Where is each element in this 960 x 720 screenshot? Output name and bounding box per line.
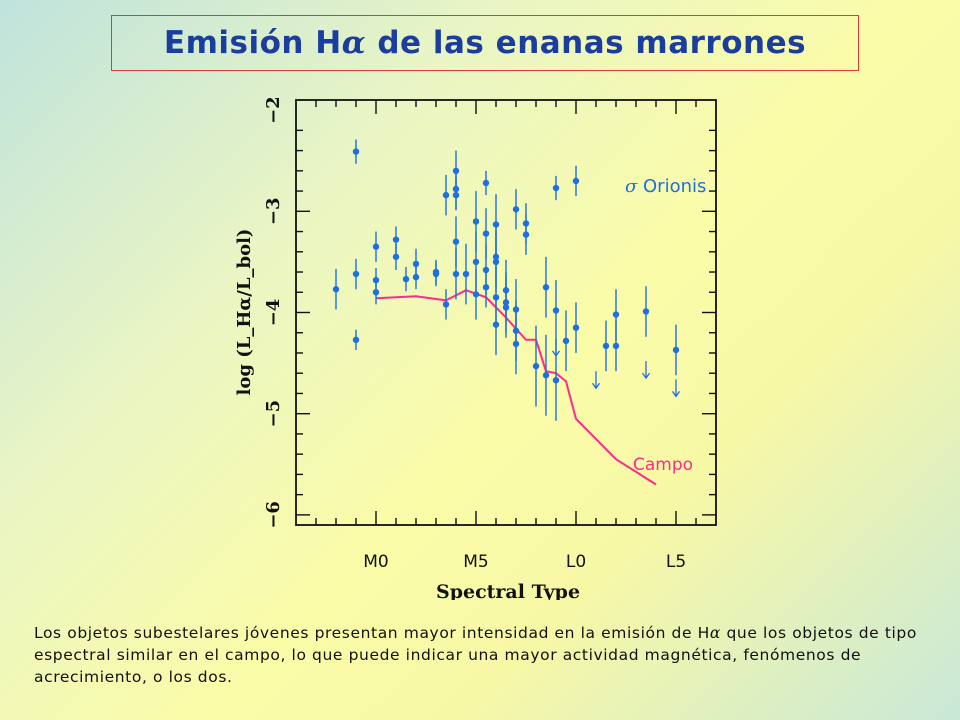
orionis-label: Orionis xyxy=(637,176,706,197)
upper-limit-arrow xyxy=(671,379,681,398)
upper-limit-arrows xyxy=(551,338,681,398)
data-point xyxy=(502,304,510,311)
label-sigma-orionis: σ Orionis xyxy=(625,176,706,197)
y-axis-label: log (L_Hα/L_bol) xyxy=(234,229,255,396)
data-point xyxy=(372,289,380,296)
data-point xyxy=(512,206,520,213)
data-point xyxy=(492,258,500,266)
data-point xyxy=(432,270,440,278)
data-point xyxy=(452,238,460,245)
data-point xyxy=(572,324,580,331)
data-point xyxy=(612,311,620,318)
data-point xyxy=(392,236,400,243)
caption-alpha: α xyxy=(709,624,721,642)
data-point xyxy=(642,308,650,315)
title-suffix: de las enanas marrones xyxy=(366,25,807,61)
title-prefix: Emisión H xyxy=(163,25,342,61)
field-curve-group xyxy=(375,289,657,486)
data-point xyxy=(482,284,490,291)
upper-limit-arrow xyxy=(641,361,651,380)
data-point xyxy=(482,230,490,237)
data-point xyxy=(552,377,560,384)
caption-after: que los objetos de tipo espectral simila… xyxy=(34,624,917,686)
caption-before: Los objetos subestelares jóvenes present… xyxy=(34,624,710,642)
data-point xyxy=(332,286,340,293)
data-point xyxy=(492,321,500,328)
x-ticks xyxy=(315,100,697,525)
data-point xyxy=(352,148,360,155)
data-point xyxy=(462,270,470,278)
data-point xyxy=(512,340,520,348)
y-tick-label: −5 xyxy=(263,400,284,428)
data-point xyxy=(352,270,360,278)
sigma-orionis-points xyxy=(332,139,680,421)
x-tick-label: L0 xyxy=(566,552,586,572)
y-ticks xyxy=(296,129,716,516)
data-point xyxy=(472,291,480,298)
data-point xyxy=(562,337,570,345)
data-point xyxy=(472,258,480,266)
x-tick-labels: M0 M5 L0 L5 xyxy=(363,552,686,572)
caption-text: Los objetos subestelares jóvenes present… xyxy=(34,622,934,688)
data-point xyxy=(412,260,420,268)
upper-limit-arrow xyxy=(591,371,601,390)
y-tick-label: −6 xyxy=(263,501,284,529)
x-axis-label: Spectral Type xyxy=(436,581,580,600)
data-point xyxy=(672,346,680,354)
data-point xyxy=(542,284,550,291)
data-point xyxy=(532,362,540,370)
sigma-symbol: σ xyxy=(625,176,638,197)
field-curve xyxy=(375,289,657,486)
data-point xyxy=(602,342,610,350)
data-point xyxy=(352,336,360,344)
y-tick-label: −2 xyxy=(263,96,284,124)
page-title: Emisión Hα de las enanas marrones xyxy=(164,25,806,61)
data-point xyxy=(492,221,500,228)
data-point xyxy=(612,342,620,350)
y-tick-label: −3 xyxy=(263,198,284,226)
title-box: Emisión Hα de las enanas marrones xyxy=(111,15,859,71)
data-point xyxy=(392,253,400,261)
data-point xyxy=(372,276,380,284)
data-point xyxy=(442,301,450,308)
data-point xyxy=(542,372,550,379)
data-point xyxy=(552,307,560,314)
upper-limit-arrow xyxy=(551,338,561,358)
data-point xyxy=(452,191,460,199)
data-point xyxy=(472,218,480,225)
data-point xyxy=(482,179,490,187)
data-point xyxy=(402,275,410,283)
halpha-chart: −2 −3 −4 −5 −6 M0 M5 L0 L5 log (L_Hα/L_bol) Spe… xyxy=(234,96,717,600)
data-point xyxy=(552,184,560,192)
y-tick-label: −4 xyxy=(263,299,284,327)
x-tick-label: M5 xyxy=(463,552,488,572)
x-tick-label: L5 xyxy=(666,552,686,572)
title-alpha: α xyxy=(341,25,367,61)
x-tick-label: M0 xyxy=(363,552,388,572)
data-point xyxy=(412,273,420,281)
y-tick-labels: −2 −3 −4 −5 −6 xyxy=(263,96,284,528)
data-point xyxy=(452,270,460,278)
data-point xyxy=(572,177,580,185)
label-campo: Campo xyxy=(633,455,693,475)
data-point xyxy=(522,231,530,238)
data-point xyxy=(372,243,380,250)
data-point xyxy=(442,191,450,199)
